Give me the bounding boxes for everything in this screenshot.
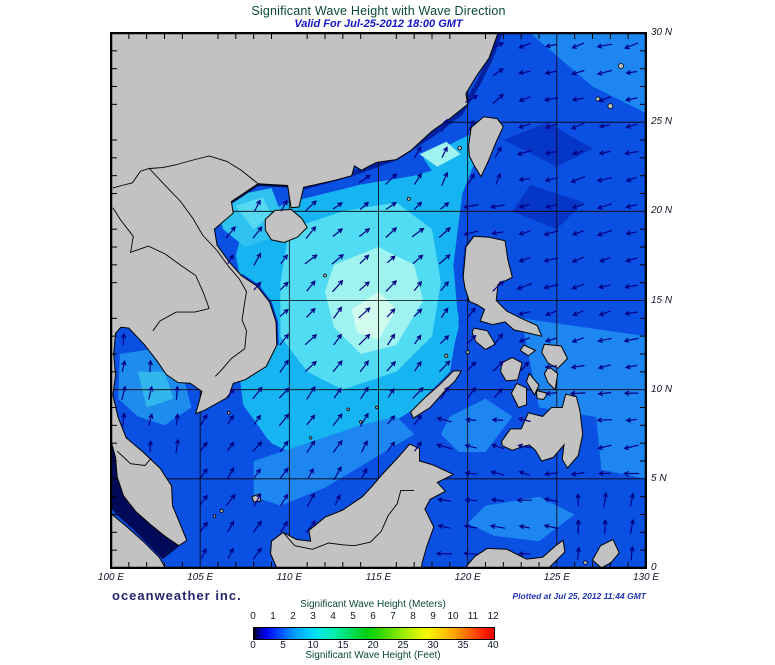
land-borneo	[270, 443, 455, 568]
feet-tick: 0	[250, 640, 256, 651]
lat-label: 0	[651, 562, 657, 574]
land-samar	[541, 343, 569, 369]
meters-tick: 5	[350, 611, 356, 622]
land-luzon	[462, 235, 543, 337]
land-halmahera	[591, 538, 620, 568]
lat-label: 10 N	[651, 383, 673, 395]
small-islands-layer	[212, 63, 624, 565]
meters-tick: 4	[330, 611, 336, 622]
lon-label: 125 E	[543, 572, 570, 583]
legend-feet-ticks: 0 5 10 15 20 25 30 35 40	[250, 640, 498, 652]
oceanweather-credit: oceanweather inc.	[112, 588, 242, 603]
wave-arrows-layer	[120, 42, 640, 561]
meters-tick: 9	[430, 611, 436, 622]
lat-label: 25 N	[651, 116, 673, 128]
land-layer	[111, 33, 620, 568]
map-canvas	[110, 32, 647, 569]
plotted-timestamp: Plotted at Jul 25, 2012 11:44 GMT	[512, 591, 646, 601]
lon-label: 120 E	[454, 572, 481, 583]
feet-tick: 25	[397, 640, 409, 651]
lon-label: 110 E	[276, 572, 303, 583]
valid-time-subtitle: Valid For Jul-25-2012 18:00 GMT	[294, 18, 463, 30]
page-title: Significant Wave Height with Wave Direct…	[251, 4, 506, 18]
land-mindoro	[471, 327, 496, 351]
land-taiwan	[468, 116, 504, 178]
colorbar	[253, 627, 495, 640]
feet-tick: 5	[280, 640, 286, 651]
meters-tick: 6	[370, 611, 376, 622]
meters-tick: 3	[310, 611, 316, 622]
country-borders-layer	[112, 155, 415, 550]
map-frame	[110, 32, 647, 569]
lat-label: 20 N	[651, 205, 673, 217]
meters-tick: 10	[447, 611, 459, 622]
land-sulawesi	[464, 539, 566, 568]
meters-tick: 8	[410, 611, 416, 622]
legend-meters-label: Significant Wave Height (Meters)	[300, 599, 446, 610]
lat-label: 5 N	[651, 472, 667, 484]
land-masbate	[519, 344, 537, 357]
lon-label: 105 E	[187, 572, 214, 583]
feet-tick: 10	[307, 640, 319, 651]
meters-tick: 11	[467, 611, 479, 622]
meters-tick: 7	[390, 611, 396, 622]
feet-tick: 15	[337, 640, 349, 651]
lon-label: 130 E	[632, 572, 660, 583]
meters-tick: 12	[487, 611, 499, 622]
feet-tick: 20	[367, 640, 379, 651]
land-mindanao	[501, 393, 584, 469]
meters-tick: 1	[270, 611, 276, 622]
lon-label: 115 E	[365, 572, 392, 583]
feet-tick: 35	[457, 640, 469, 651]
land-leyte	[543, 365, 559, 391]
land-hainan	[264, 208, 308, 244]
meters-tick: 2	[290, 611, 296, 622]
land-cebu	[525, 372, 540, 397]
lat-label: 30 N	[651, 27, 673, 38]
land-panay	[500, 357, 523, 382]
land-bohol	[535, 389, 549, 401]
wave-map-svg	[110, 32, 647, 569]
land-sumatra	[111, 512, 166, 568]
land-palawan	[410, 370, 463, 419]
feet-tick: 30	[427, 640, 439, 651]
land-negros	[510, 382, 527, 409]
feet-tick: 40	[487, 640, 499, 651]
legend-meters-ticks: 0 1 2 3 4 5 6 7 8 9 10 11 12	[250, 611, 498, 623]
meters-tick: 0	[250, 611, 256, 622]
lat-label: 15 N	[651, 294, 673, 306]
land-mainland-asia	[111, 33, 499, 547]
lon-label: 100 E	[97, 572, 125, 583]
legend-feet-label: Significant Wave Height (Feet)	[305, 650, 441, 661]
